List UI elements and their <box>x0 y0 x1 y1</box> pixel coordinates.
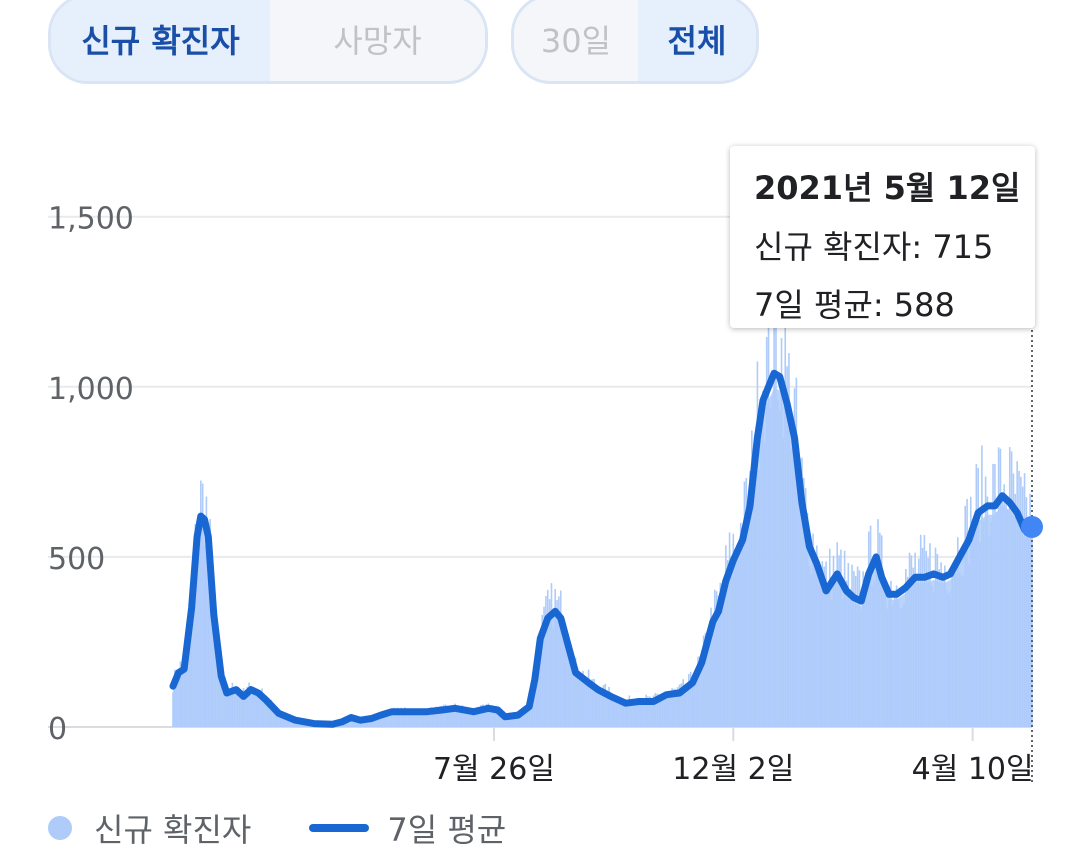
average-legend-label: 7일 평균 <box>387 811 507 849</box>
average-line-path <box>169 369 1036 728</box>
daily-area <box>173 387 1032 727</box>
new-cases-legend-label: 신규 확진자 <box>94 811 252 849</box>
metric-toggle: 신규 확진자 사망자 <box>48 0 488 84</box>
tooltip-date: 2021년 5월 12일 <box>754 169 1021 207</box>
average-legend-line <box>309 824 370 832</box>
y-axis-labels: 0 500 1,000 1,500 <box>48 202 134 747</box>
range-all-button[interactable]: 전체 <box>638 0 756 81</box>
range-toggle: 30일 전체 <box>511 0 759 84</box>
new-cases-legend-dot <box>48 816 72 840</box>
y-tick-label: 1,500 <box>48 202 134 237</box>
x-axis-labels: 7월 26일 12월 2일 4월 10일 <box>433 727 1034 787</box>
x-tick-label: 4월 10일 <box>912 752 1034 787</box>
deaths-button[interactable]: 사망자 <box>270 0 485 81</box>
tooltip-new-cases: 신규 확진자: 715 <box>754 228 994 266</box>
tooltip-average: 7일 평균: 588 <box>754 286 955 324</box>
chart-legend: 신규 확진자 7일 평균 <box>48 806 506 850</box>
average-line <box>169 369 1036 728</box>
daily-cases-area <box>173 387 1032 727</box>
x-tick-label: 7월 26일 <box>433 752 555 787</box>
y-tick-label: 1,000 <box>48 372 134 407</box>
y-tick-label: 500 <box>48 542 105 577</box>
x-tick-label: 12월 2일 <box>672 752 794 787</box>
cases-chart[interactable]: 0 500 1,000 1,500 7월 26일 12월 2일 4월 10일 <box>0 0 1080 800</box>
new-cases-button[interactable]: 신규 확진자 <box>51 0 270 81</box>
hover-point <box>1021 515 1043 538</box>
y-tick-label: 0 <box>48 712 67 747</box>
chart-tooltip: 2021년 5월 12일 신규 확진자: 715 7일 평균: 588 <box>730 146 1035 328</box>
hover-marker <box>1021 330 1043 784</box>
range-30-days-button[interactable]: 30일 <box>514 0 638 81</box>
